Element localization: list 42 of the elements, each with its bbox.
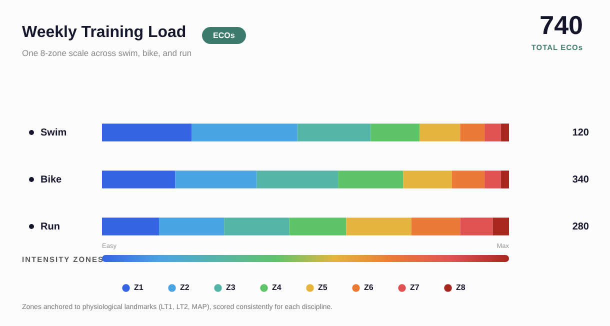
legend-label: Z1	[134, 283, 144, 292]
legend-label: Z7	[410, 283, 420, 292]
y-tick-label: Bike	[40, 174, 62, 186]
bar	[419, 124, 460, 142]
bar	[452, 170, 485, 188]
bar	[460, 124, 485, 142]
bar	[460, 218, 493, 236]
bar	[500, 170, 509, 188]
bar	[403, 170, 452, 188]
legend-label: Z4	[272, 283, 282, 292]
bar	[297, 124, 371, 142]
legend-label: Z5	[318, 283, 328, 292]
y-tick-label: Swim	[40, 128, 67, 138]
legend-label: Z8	[456, 283, 466, 292]
bar	[500, 124, 509, 142]
bar	[338, 170, 404, 188]
legend-label: Z3	[226, 283, 236, 292]
text: 340	[572, 174, 590, 186]
y-tick-label: Run	[40, 222, 60, 232]
bar	[158, 218, 224, 236]
bar	[102, 170, 176, 188]
bar	[492, 218, 509, 236]
chart-title: Weekly Training Load	[22, 24, 186, 42]
text: ECOs	[202, 27, 246, 44]
bar	[256, 170, 338, 188]
bar	[102, 218, 159, 236]
bar	[411, 218, 460, 236]
bar	[192, 124, 298, 142]
text: 280	[572, 222, 590, 232]
bar	[370, 124, 420, 142]
bar	[175, 170, 257, 188]
legend-label: Z6	[364, 283, 374, 292]
bar	[102, 124, 192, 142]
bar	[484, 124, 501, 142]
bar	[289, 218, 346, 236]
text: 740	[540, 10, 583, 41]
bar	[224, 218, 290, 236]
chart-subtitle: One 8-zone scale across swim, bike, and run	[22, 48, 192, 58]
legend-label: Z2	[180, 283, 190, 292]
bar	[484, 170, 501, 188]
bar	[346, 218, 412, 236]
text: 120	[572, 128, 590, 138]
